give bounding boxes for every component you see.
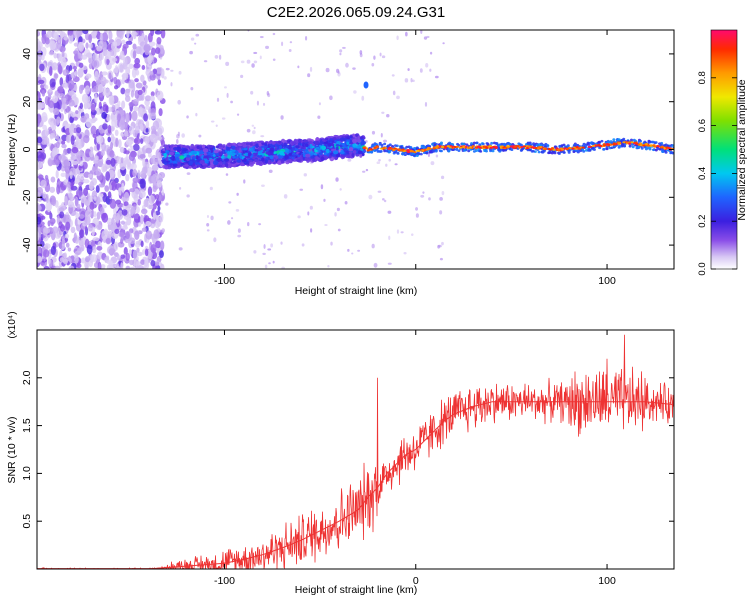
colorbar-tick-label: 0.4 <box>697 167 708 180</box>
spectrogram-x-ticks: -100 100 <box>214 30 616 287</box>
snr-x-ticks: -100 0 100 <box>214 330 616 587</box>
spectrogram-y-tick-label: 40 <box>21 48 33 60</box>
spectrogram-panel: -100 100 -40 -20 0 20 40 Height of straight l… <box>6 29 675 297</box>
snr-panel: -100 0 100 0.5 1.0 1.5 2.0 Height of straight… <box>6 311 675 596</box>
colorbar-tick-label: 0.6 <box>697 119 708 132</box>
snr-y-tick-label: 2.0 <box>21 370 33 385</box>
colorbar-gradient <box>710 29 738 270</box>
spectrogram-heatmap <box>37 30 674 269</box>
spectrogram-y-tick-label: -20 <box>21 190 33 205</box>
snr-line <box>37 401 674 569</box>
spectrogram-y-tick-label: 20 <box>21 96 33 108</box>
snr-y-tick-label: 0.5 <box>21 514 33 529</box>
snr-y-label: SNR (10 * v/v) <box>6 416 18 483</box>
snr-y-ticks: 0.5 1.0 1.5 2.0 <box>21 370 674 529</box>
snr-x-tick-label: 0 <box>413 575 419 587</box>
snr-plot-area <box>37 330 674 569</box>
spectrogram-y-label: Frequency (Hz) <box>6 114 18 186</box>
spectrogram-x-tick-label: -100 <box>214 275 235 287</box>
spectrogram-y-tick-label: 0 <box>21 146 33 152</box>
colorbar-tick-label: 0.2 <box>697 215 708 228</box>
snr-x-label: Height of straight line (km) <box>295 584 418 596</box>
snr-frame <box>36 329 675 570</box>
spectrogram-x-tick-label: 100 <box>598 275 616 287</box>
spectrogram-y-ticks: -40 -20 0 20 40 <box>21 48 674 253</box>
colorbar-tick-label: 0.0 <box>697 262 708 275</box>
snr-x-tick-label: -100 <box>214 575 235 587</box>
snr-y-tick-label: 1.5 <box>21 418 33 433</box>
figure-title: C2E2.2026.065.09.24.G31 <box>267 4 445 21</box>
colorbar-label: Normalized spectral amplitude <box>736 79 748 220</box>
colorbar-ticks: 0.0 0.2 0.4 0.6 0.8 <box>697 71 737 276</box>
snr-x-tick-label: 100 <box>598 575 616 587</box>
spectrogram-y-tick-label: -40 <box>21 237 33 252</box>
snr-y-multiplier: (x10⁴) <box>7 311 18 338</box>
colorbar-tick-label: 0.8 <box>697 71 708 84</box>
snr-y-tick-label: 1.0 <box>21 466 33 481</box>
spectrogram-x-label: Height of straight line (km) <box>295 285 418 297</box>
colorbar: 0.0 0.2 0.4 0.6 0.8 Normalized spectral ampl… <box>697 29 748 276</box>
